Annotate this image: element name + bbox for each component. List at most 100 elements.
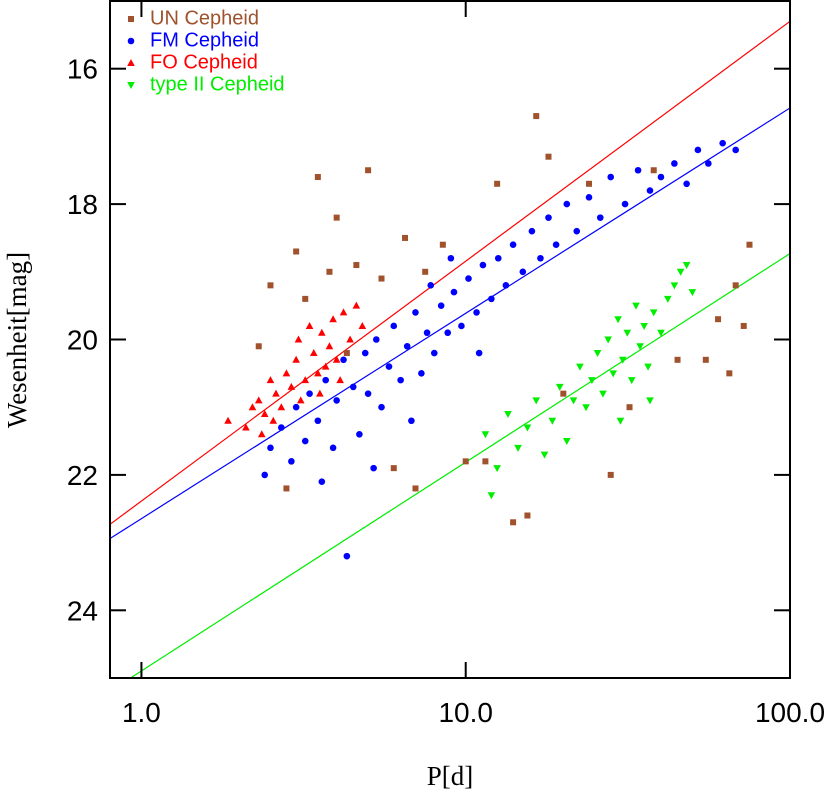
marker-circle <box>370 464 377 472</box>
marker-circle <box>646 187 654 194</box>
marker-triangle-up <box>266 376 275 384</box>
marker-square <box>390 465 397 472</box>
marker-square <box>626 404 633 411</box>
legend-marker <box>128 16 134 22</box>
marker-circle <box>314 417 322 425</box>
marker-triangle-down <box>618 356 627 364</box>
marker-triangle-down <box>623 329 632 337</box>
fit-line <box>130 253 790 678</box>
x-tick-label: 100.0 <box>755 697 825 728</box>
marker-triangle-down <box>582 404 590 412</box>
marker-triangle-down <box>632 302 640 310</box>
marker-triangle-down <box>569 397 578 405</box>
marker-circle <box>267 444 274 452</box>
marker-circle <box>340 356 347 364</box>
marker-circle <box>301 437 309 445</box>
marker-square <box>482 458 489 465</box>
marker-circle <box>329 444 337 452</box>
marker-circle <box>585 194 593 201</box>
marker-triangle-up <box>325 342 334 350</box>
marker-triangle-up <box>287 382 296 390</box>
marker-circle <box>427 282 435 289</box>
marker-triangle-up <box>352 301 361 309</box>
marker-square <box>607 471 614 478</box>
marker-circle <box>475 349 483 357</box>
marker-triangle-down <box>504 410 512 418</box>
marker-square <box>494 180 501 187</box>
marker-square <box>365 167 372 174</box>
fit-line <box>110 107 790 540</box>
marker-circle <box>694 146 702 154</box>
marker-triangle-down <box>599 390 607 398</box>
marker-circle <box>261 471 269 479</box>
marker-triangle-down <box>614 316 622 324</box>
marker-triangle-up <box>269 416 278 424</box>
marker-square <box>702 356 709 363</box>
marker-circle <box>537 254 544 262</box>
legend-marker <box>127 59 135 66</box>
marker-square <box>378 275 385 282</box>
marker-triangle-down <box>555 383 564 391</box>
marker-square <box>510 519 517 526</box>
marker-triangle-up <box>314 369 322 377</box>
marker-circle <box>447 254 455 262</box>
marker-circle <box>657 173 665 181</box>
marker-triangle-up <box>339 308 348 316</box>
legend-marker <box>127 82 135 89</box>
marker-square <box>650 167 657 174</box>
marker-square <box>439 241 446 248</box>
marker-circle <box>306 390 313 397</box>
marker-triangle-up <box>321 362 330 370</box>
marker-triangle-down <box>523 424 532 432</box>
marker-circle <box>473 309 480 316</box>
fit-line <box>110 20 790 525</box>
y-tick-label: 22 <box>67 460 98 491</box>
marker-circle <box>356 430 363 438</box>
marker-circle <box>418 370 425 377</box>
marker-circle <box>509 241 517 249</box>
marker-circle <box>596 214 604 221</box>
y-tick-label: 20 <box>67 325 98 356</box>
marker-triangle-down <box>646 397 654 405</box>
marker-triangle-down <box>514 444 522 452</box>
marker-circle <box>444 329 452 337</box>
marker-square <box>255 343 262 350</box>
marker-triangle-up <box>248 403 257 411</box>
marker-triangle-down <box>540 451 549 459</box>
marker-triangle-up <box>316 389 324 397</box>
marker-square <box>740 322 747 329</box>
marker-triangle-up <box>346 335 354 343</box>
marker-triangle-down <box>636 343 644 351</box>
marker-circle <box>502 282 510 289</box>
marker-triangle-up <box>296 396 305 404</box>
marker-triangle-up <box>329 315 337 323</box>
marker-circle <box>563 200 571 208</box>
legend-label: type II Cepheid <box>150 73 285 95</box>
legend-marker <box>127 37 135 45</box>
marker-triangle-up <box>254 396 263 404</box>
marker-circle <box>494 254 502 262</box>
marker-circle <box>488 295 495 303</box>
marker-triangle-down <box>593 350 602 358</box>
marker-square <box>545 153 552 160</box>
marker-circle <box>378 403 385 411</box>
marker-circle <box>403 342 411 350</box>
marker-square <box>293 248 300 255</box>
marker-square <box>343 350 350 357</box>
marker-circle <box>705 160 712 167</box>
marker-triangle-down <box>682 262 691 270</box>
marker-triangle-up <box>305 321 314 329</box>
marker-square <box>715 316 722 323</box>
marker-triangle-down <box>649 309 658 317</box>
marker-circle <box>385 363 393 370</box>
marker-triangle-down <box>676 268 685 276</box>
marker-circle <box>361 349 369 357</box>
marker-triangle-down <box>604 336 612 344</box>
marker-circle <box>465 275 472 282</box>
marker-triangle-up <box>272 389 280 397</box>
marker-square <box>674 356 681 363</box>
marker-circle <box>732 146 739 154</box>
marker-square <box>726 370 733 377</box>
marker-triangle-down <box>657 329 665 337</box>
marker-circle <box>621 200 629 208</box>
